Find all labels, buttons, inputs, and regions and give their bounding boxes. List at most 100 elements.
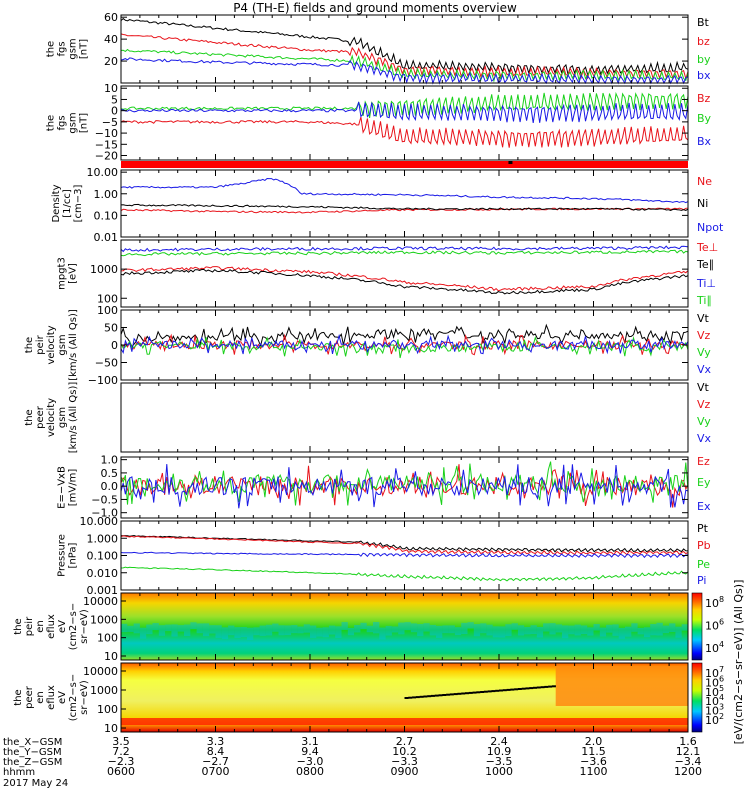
spectrogram-cell — [675, 626, 682, 638]
spectrogram-cell — [328, 625, 336, 635]
ytick-label: 100 — [97, 703, 118, 716]
spectrogram-cell — [521, 687, 526, 690]
spectrogram-cell — [297, 626, 304, 634]
spectrogram-cell — [240, 627, 247, 638]
xaxis-row-label: the_Z−GSM — [3, 757, 62, 768]
series-line-bz — [120, 33, 689, 81]
ytick-label: −15 — [95, 138, 118, 151]
ytick-label: 100 — [97, 304, 118, 317]
spectrogram-cell — [492, 626, 499, 638]
ytick-label: 10000 — [83, 595, 118, 608]
spectrogram-cell — [434, 694, 439, 697]
spectrogram-cell — [529, 687, 534, 690]
series-line-Pe — [120, 566, 689, 582]
ytick-label: 1.0 — [101, 454, 119, 467]
spectrogram-cell — [398, 622, 405, 635]
spectrogram-cell — [385, 625, 392, 636]
xtick-label: −3.5 — [486, 755, 513, 768]
ylabel-line: (cm2−s− — [68, 603, 79, 650]
ylabel-line: the — [46, 115, 57, 131]
xtick-label: 7.2 — [112, 745, 130, 758]
ytick-label: 10.00 — [87, 166, 119, 179]
spectrogram-cell — [543, 623, 550, 632]
legend-entry: By — [697, 112, 712, 125]
ytick-label: 100 — [97, 632, 118, 645]
spectrogram-cell — [625, 626, 632, 637]
spectrogram-cell — [446, 693, 451, 696]
spectrogram-cell — [454, 627, 462, 636]
ytick-label: 1.000 — [87, 532, 119, 545]
spectrogram-cell — [606, 624, 613, 633]
spectrogram-cell — [480, 623, 487, 634]
spectrogram-cell — [404, 697, 409, 699]
spectrogram-cell — [643, 627, 651, 638]
spectrogram-cell — [549, 623, 556, 635]
spectrogram-cell — [499, 689, 503, 692]
legend-entry: bz — [697, 35, 710, 48]
spectrogram-cell — [360, 622, 367, 630]
spectrogram-cell — [453, 693, 458, 696]
spectrogram-cell — [196, 623, 203, 634]
spectrogram-cell — [637, 627, 644, 635]
ytick-label: 20 — [104, 55, 118, 68]
spectrogram-cell — [593, 624, 600, 631]
ytick-label: −20 — [95, 150, 118, 163]
spectrogram-cell — [544, 685, 549, 688]
series-line-Bx — [121, 101, 689, 123]
legend-entry: Vz — [697, 398, 711, 411]
spectrogram-cell — [247, 627, 254, 641]
spectrogram-cell — [190, 622, 197, 630]
ylabel-line: en — [35, 620, 46, 633]
spectrogram-cell — [404, 622, 411, 631]
legend-entry: Ne — [697, 175, 712, 188]
spectrogram-cell — [202, 623, 210, 637]
ytick-label: 0.001 — [87, 584, 119, 597]
spectrogram-cell — [221, 627, 229, 639]
spectrogram-cell — [284, 625, 292, 636]
xtick-label: 10.2 — [392, 745, 417, 758]
spectrogram-cell — [427, 695, 432, 698]
spectrogram-cell — [631, 623, 638, 632]
legend-entry: Pt — [697, 522, 709, 535]
spectrogram-cell — [467, 622, 474, 629]
xtick-label: 1200 — [674, 765, 702, 778]
spectrogram-cell — [473, 624, 481, 637]
spectrogram-cell — [152, 623, 159, 631]
spectrogram-cell — [555, 666, 688, 706]
legend-entry: Vt — [697, 312, 710, 325]
ytick-label: 50 — [104, 322, 118, 335]
spectrogram-cell — [517, 625, 525, 636]
ylabel-line: Density — [51, 184, 62, 222]
colorbar-label: [eV/(cm2−s−sr−eV)] (All Qs)] — [732, 580, 745, 745]
ytick-label: 0 — [111, 339, 118, 352]
colorbar-tick: 104 — [705, 640, 724, 655]
colorbar-tick: 108 — [705, 595, 724, 610]
ylabel-line: [eV] — [68, 263, 79, 284]
spectrogram-cell — [442, 694, 447, 696]
legend-entry: Ti∥ — [696, 294, 712, 307]
spectrogram-cell — [121, 623, 128, 633]
panel-frame — [120, 14, 689, 84]
xtick-label: 12.1 — [676, 745, 701, 758]
panel-pressure — [120, 520, 689, 591]
ylabel-line: fgs — [57, 41, 68, 56]
xtick-label: −3.3 — [391, 755, 418, 768]
spectrogram-cell — [146, 624, 153, 635]
xtick-label: 0900 — [391, 765, 419, 778]
ytick-label: 5 — [111, 93, 118, 106]
series-line-Ey — [120, 461, 689, 506]
ylabel-line: [1/cc] — [62, 189, 73, 218]
series-line-Bt — [120, 17, 689, 77]
spectrogram-cell — [177, 625, 184, 632]
panel-frame — [120, 382, 689, 453]
legend-entry: Ey — [697, 476, 711, 489]
spectrogram-cell — [517, 688, 522, 690]
legend-entry: Pi — [697, 574, 706, 587]
ytick-label: 0.01 — [94, 231, 119, 244]
spectrogram-cell — [303, 624, 310, 633]
ytick-label: 100 — [97, 292, 118, 305]
panel-density — [120, 169, 689, 238]
spectrogram-cell — [536, 686, 541, 689]
ytick-label: 1000 — [90, 613, 118, 626]
